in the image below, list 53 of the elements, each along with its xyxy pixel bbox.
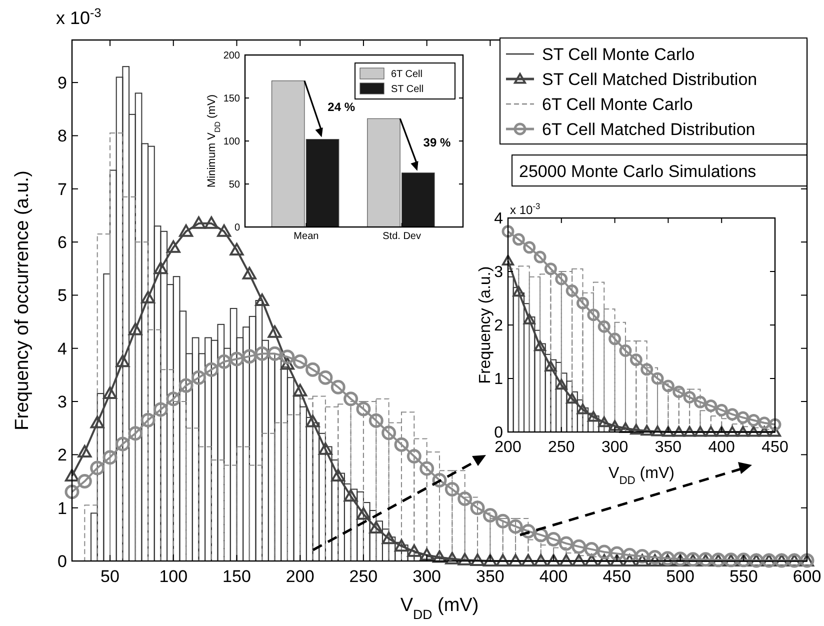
y-axis-title: Frequency of occurrence (a.u.) — [12, 170, 33, 430]
annotation: 24 % — [328, 100, 356, 114]
x-axis-title: V$_{DD}$ (mV) — [608, 465, 674, 487]
x-axis-title: V$_{DD}$ (mV) — [400, 595, 479, 622]
y-tick-label: 2 — [494, 318, 504, 335]
x-tick-label: 400 — [708, 439, 736, 456]
y-tick-label: 3 — [494, 264, 504, 282]
y-tick-label: 7 — [58, 180, 67, 199]
x-tick-label: 250 — [349, 567, 378, 586]
x-tick-label: 350 — [654, 439, 682, 456]
x-tick-label: 100 — [159, 567, 188, 586]
x-tick-label: 50 — [100, 567, 120, 586]
x-tick-label: 300 — [412, 567, 442, 586]
y-tick-label: 8 — [58, 126, 67, 146]
legend-label: ST Cell Matched Distribution — [542, 70, 758, 89]
y-tick-label: 200 — [223, 50, 240, 62]
y-tick-label: 0 — [58, 552, 67, 571]
x-tick-label: 300 — [601, 439, 628, 456]
x-tick-label: 600 — [792, 567, 822, 586]
x-tick-label: 200 — [286, 567, 314, 586]
legend-label: ST Cell — [391, 84, 424, 95]
x-tick-label: 250 — [548, 439, 575, 456]
y-tick-label: 0 — [494, 424, 504, 442]
y-tick-label: 1 — [58, 498, 67, 518]
y-tick-label: 4 — [58, 339, 67, 358]
x-tick-label: Std. Dev — [382, 231, 421, 242]
y-tick-label: 5 — [58, 286, 67, 306]
y-tick-label: 50 — [228, 180, 240, 190]
y-tick-label: 4 — [494, 210, 504, 228]
x-tick-label: 450 — [762, 439, 788, 456]
legend-label: 6T Cell Monte Carlo — [542, 95, 693, 114]
legend-label: 6T Cell Matched Distribution — [542, 120, 756, 139]
annotation: 39 % — [423, 136, 451, 150]
y-tick-label: 100 — [223, 136, 240, 148]
y-tick-label: 9 — [58, 73, 67, 92]
y-axis-title: Frequency (a.u.) — [477, 266, 494, 384]
text: x 10$^{-3}$ — [56, 6, 102, 28]
y-tick-label: 6 — [58, 232, 67, 252]
x-tick-label: Mean — [294, 231, 319, 242]
legend-label: 6T Cell — [391, 69, 422, 80]
y-tick-label: 0 — [234, 222, 240, 234]
x-tick-label: 350 — [476, 567, 504, 586]
x-tick-label: 400 — [539, 567, 568, 586]
legend-label: ST Cell Monte Carlo — [542, 45, 695, 64]
x-tick-label: 500 — [666, 567, 694, 586]
annotation: x 10$^{-3}$ — [510, 201, 540, 217]
y-tick-label: 2 — [58, 446, 67, 465]
x-tick-label: 550 — [729, 567, 758, 586]
y-tick-label: 1 — [494, 371, 504, 388]
x-tick-label: 450 — [602, 567, 632, 586]
annotation: 25000 Monte Carlo Simulations — [519, 162, 756, 181]
y-tick-label: 3 — [58, 392, 67, 412]
y-tick-label: 150 — [223, 94, 240, 104]
